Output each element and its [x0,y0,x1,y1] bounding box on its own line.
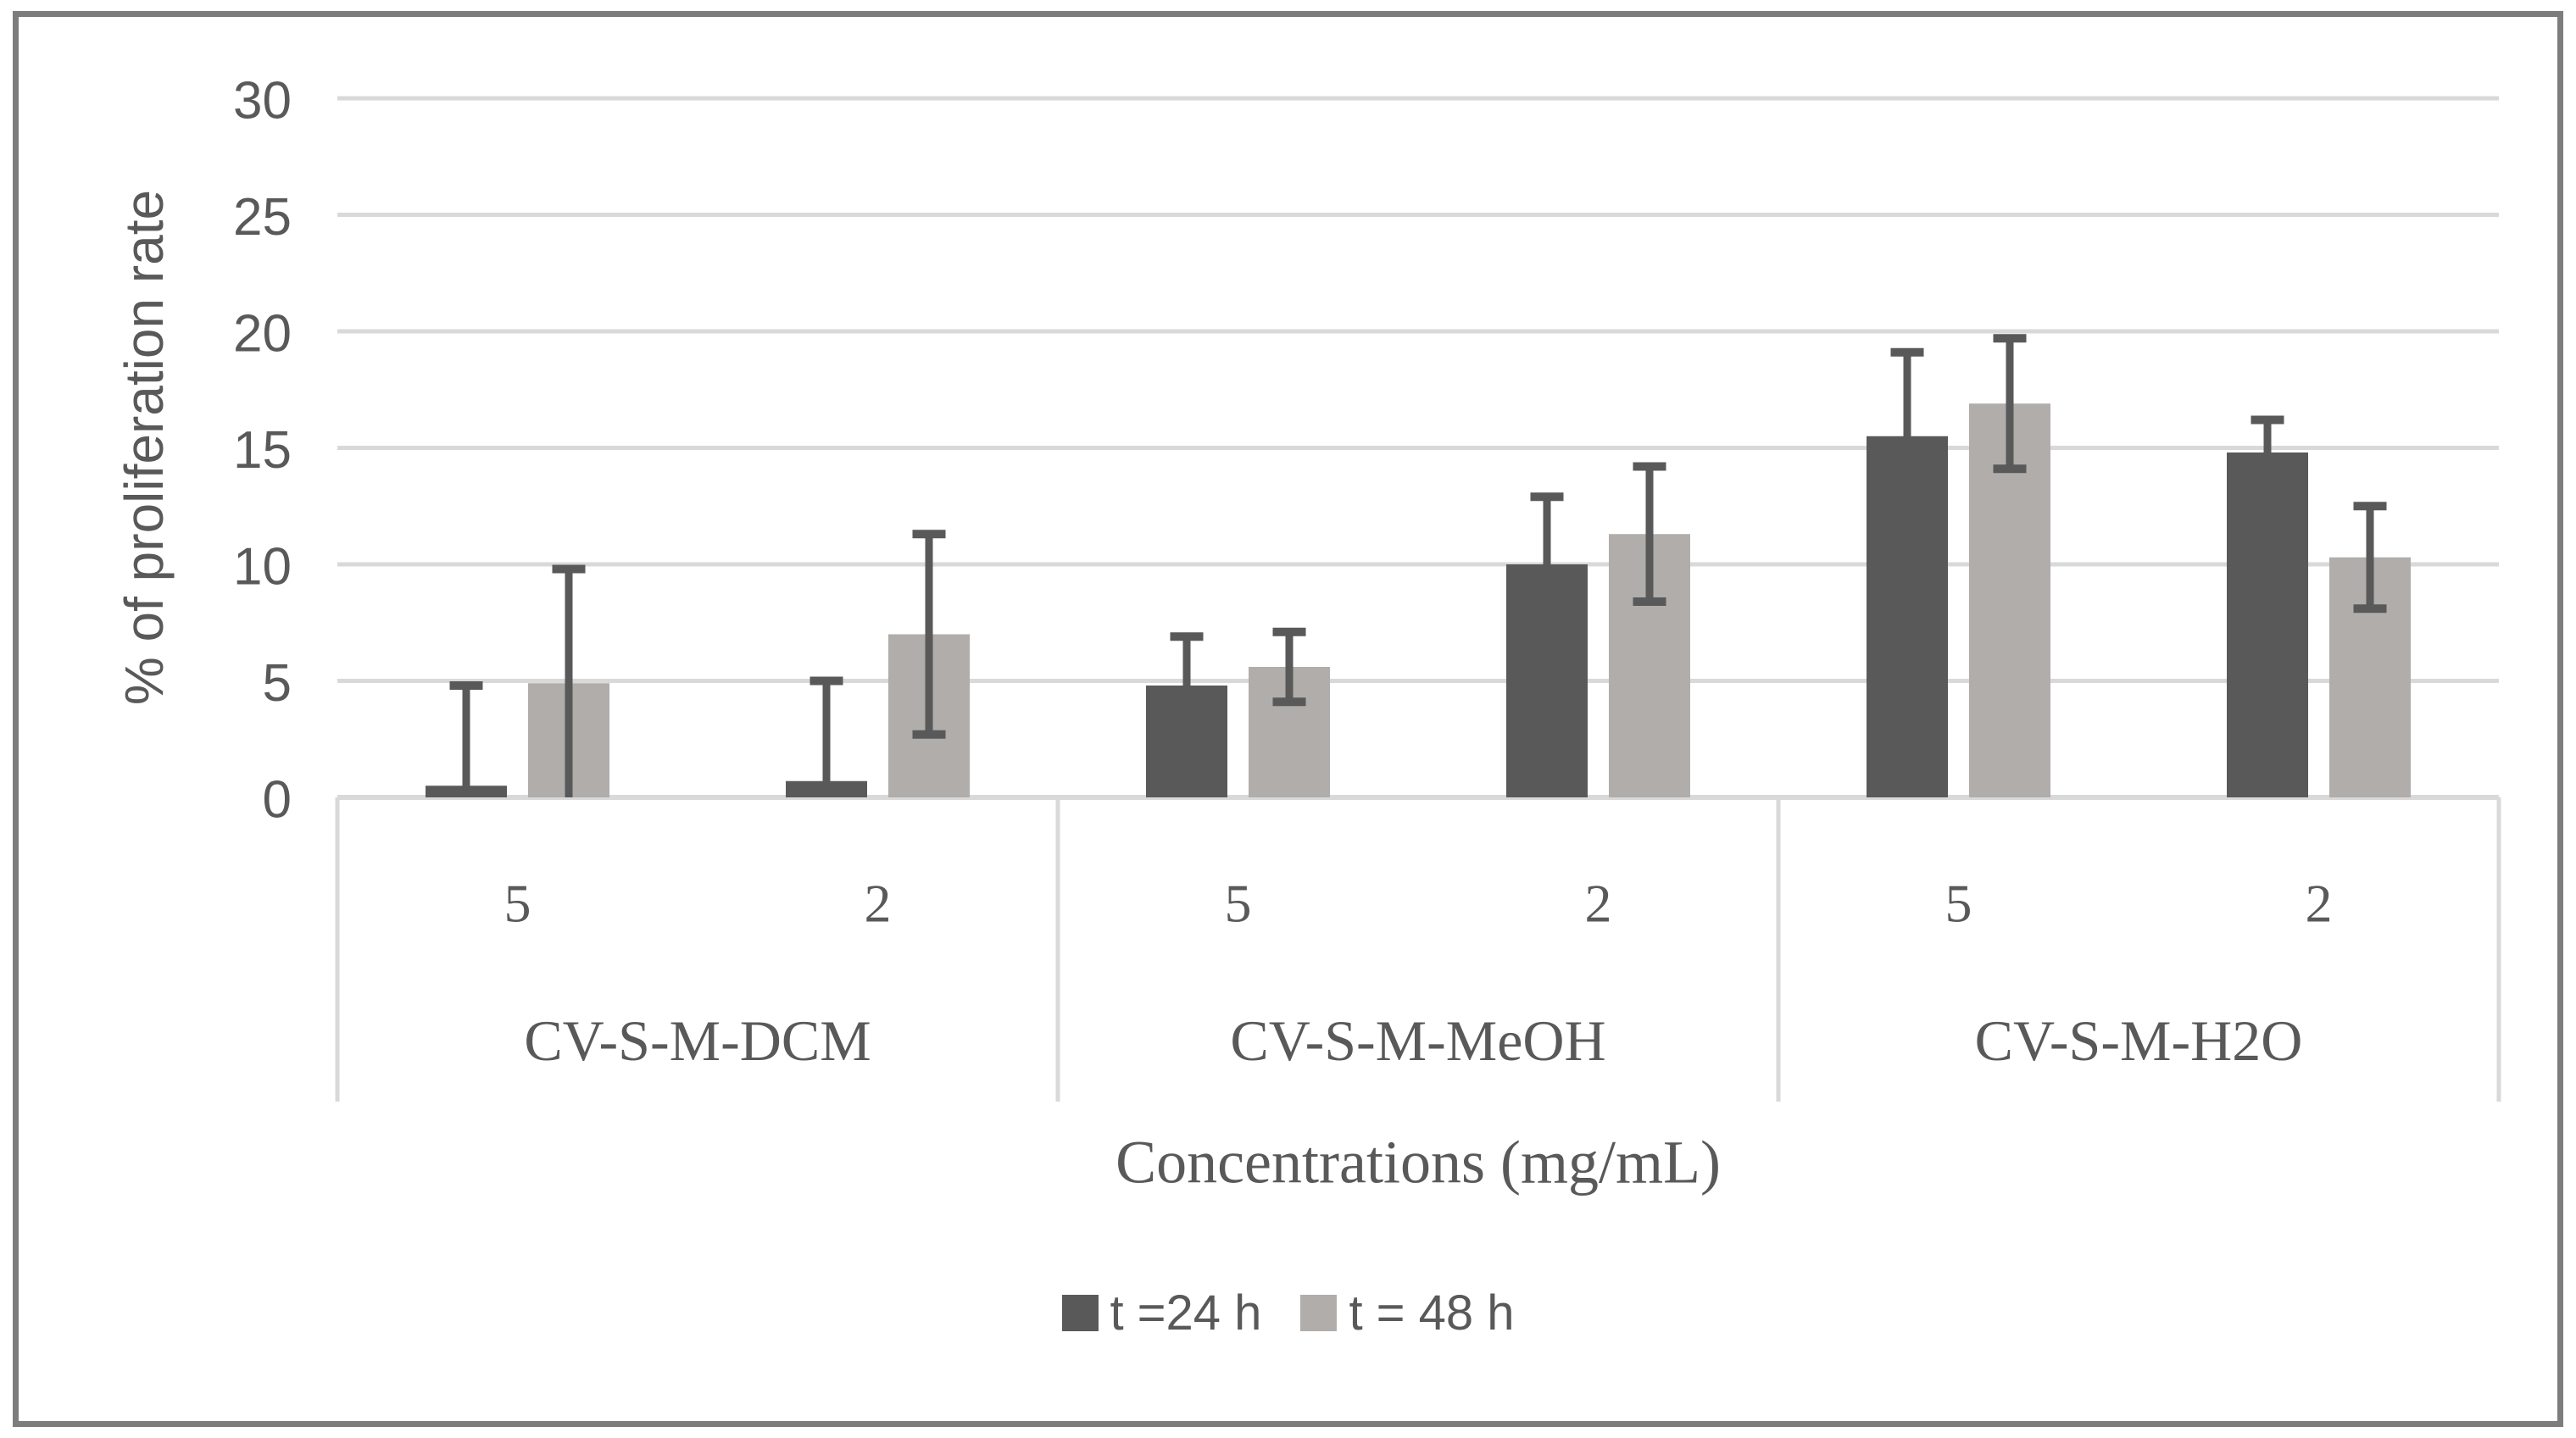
bar-CV-S-M-H2O-2-24h [2227,452,2308,797]
y-tick-label: 5 [263,654,292,713]
legend-label-24h: t =24 h [1110,1285,1262,1341]
concentration-label: 2 [1585,874,1612,934]
figure-border [13,11,2563,1427]
group-label: CV-S-M-DCM [524,1008,871,1073]
y-tick-label: 30 [233,72,292,130]
y-tick-label: 15 [233,421,292,480]
legend-swatch-48h-icon [1300,1295,1338,1331]
y-tick-label: 0 [263,771,292,830]
group-label: CV-S-M-H2O [1975,1008,2303,1073]
legend-item-24h: t =24 h [1061,1285,1261,1341]
legend-item-48h: t = 48 h [1300,1285,1515,1341]
concentration-label: 5 [1225,874,1252,934]
y-tick-label: 25 [233,188,292,247]
y-tick-label: 20 [233,305,292,364]
y-tick-label: 10 [233,538,292,597]
concentration-label: 2 [2306,874,2333,934]
concentration-label: 2 [865,874,892,934]
legend: t =24 h t = 48 h [1061,1285,1515,1341]
concentration-label: 5 [1945,874,1972,934]
x-axis-title: Concentrations (mg/mL) [1116,1128,1721,1196]
concentration-label: 5 [504,874,531,934]
legend-label-48h: t = 48 h [1349,1285,1515,1341]
group-label: CV-S-M-MeOH [1230,1008,1605,1073]
legend-swatch-24h-icon [1061,1295,1099,1331]
